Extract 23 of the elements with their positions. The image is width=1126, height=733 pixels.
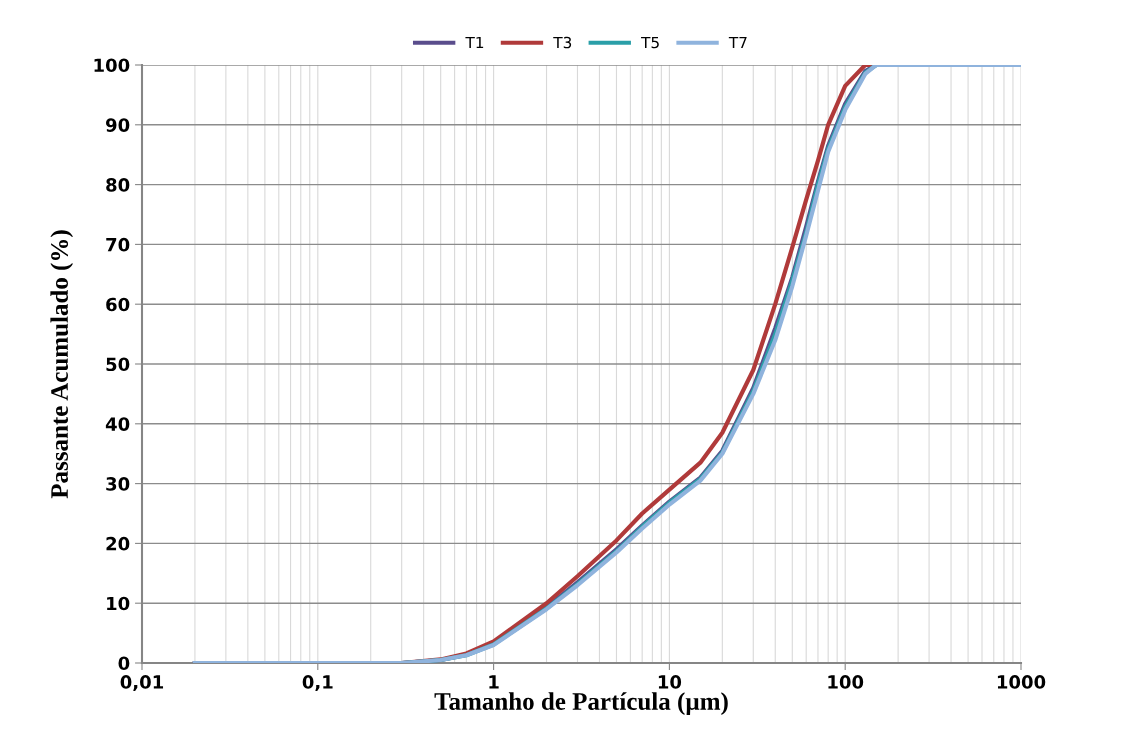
- y-tick-label: 0: [118, 656, 130, 671]
- x-tick-label: 10: [658, 675, 682, 689]
- x-axis-title: Tamanho de Partícula (µm): [434, 692, 728, 715]
- legend-label: T5: [641, 36, 659, 49]
- y-axis-title: Passante Acumulado (%): [50, 230, 74, 499]
- legend-label: T3: [553, 36, 572, 49]
- y-tick-label: 70: [106, 237, 130, 252]
- y-tick-label: 30: [106, 477, 130, 491]
- y-tick-label: 80: [106, 178, 130, 192]
- legend-label: T1: [465, 36, 484, 49]
- x-tick-label: 1: [489, 675, 499, 689]
- y-tick-label: 40: [105, 417, 130, 431]
- y-tick-label: 20: [106, 536, 130, 551]
- y-tick-label: 50: [106, 357, 130, 372]
- y-tick-label: 60: [106, 297, 130, 312]
- y-tick-label: 100: [94, 58, 130, 73]
- x-tick-label: 1000: [997, 675, 1046, 689]
- y-tick-label: 10: [107, 596, 130, 611]
- y-tick-label: 90: [106, 118, 130, 132]
- x-tick-label: 0,01: [120, 675, 164, 692]
- x-tick-label: 100: [828, 675, 864, 689]
- legend-label: T7: [728, 36, 747, 49]
- x-tick-label: 0,1: [302, 675, 333, 692]
